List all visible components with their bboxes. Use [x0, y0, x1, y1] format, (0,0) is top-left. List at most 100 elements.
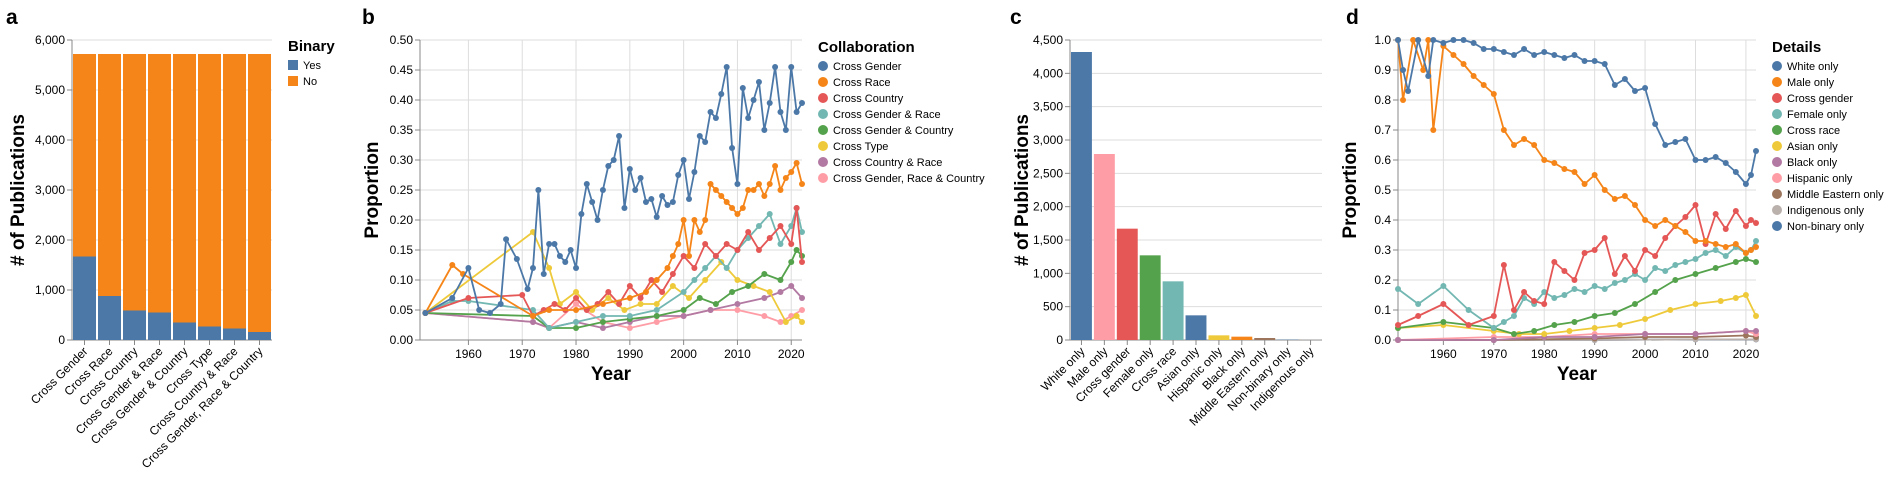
point-cross-gender-country — [788, 259, 794, 265]
point-cross-gender — [1582, 250, 1588, 256]
bar-no-cross-country-race — [223, 54, 246, 329]
point-cross-gender — [767, 100, 773, 106]
tick-label-x: 2000 — [1632, 347, 1659, 361]
point-cross-gender-race-country — [654, 319, 660, 325]
point-cross-gender-race-country — [734, 307, 740, 313]
point-cross-type — [546, 265, 552, 271]
point-male-only — [1400, 97, 1406, 103]
tick-label-y: 0 — [1056, 333, 1063, 347]
point-cross-gender — [1531, 298, 1537, 304]
point-cross-gender-race-country — [761, 313, 767, 319]
point-cross-race — [1571, 319, 1577, 325]
point-cross-gender — [611, 157, 617, 163]
point-male-only — [1703, 238, 1709, 244]
point-cross-country — [734, 247, 740, 253]
point-cross-gender — [627, 166, 633, 172]
point-white-only — [1632, 88, 1638, 94]
tick-label-y: 0.20 — [390, 213, 414, 227]
point-black-only — [1592, 334, 1598, 340]
point-cross-gender — [1632, 268, 1638, 274]
point-white-only — [1743, 181, 1749, 187]
legend-swatch-hispanic-only — [1772, 173, 1782, 183]
point-cross-gender — [1748, 217, 1754, 223]
tick-label-y: 0.0 — [1374, 333, 1391, 347]
point-female-only — [1592, 283, 1598, 289]
point-white-only — [1395, 37, 1401, 43]
bar-white-only — [1071, 52, 1092, 340]
point-black-only — [1642, 331, 1648, 337]
tick-label-y: 0.7 — [1374, 123, 1391, 137]
tick-label-x: 1970 — [509, 347, 536, 361]
point-cross-race — [643, 289, 649, 295]
point-cross-country — [799, 259, 805, 265]
point-male-only — [1662, 217, 1668, 223]
legend-swatch-indigenous-only — [1772, 205, 1782, 215]
point-cross-race — [1440, 319, 1446, 325]
point-male-only — [1471, 73, 1477, 79]
point-cross-gender — [1612, 271, 1618, 277]
point-cross-type — [654, 301, 660, 307]
point-male-only — [1551, 160, 1557, 166]
legend-label-cross-country-race: Cross Country & Race — [833, 157, 942, 169]
bar-yes-cross-gender-race-country — [248, 332, 271, 340]
point-cross-country — [788, 241, 794, 247]
point-cross-race — [1612, 310, 1618, 316]
point-cross-gender — [659, 193, 665, 199]
legend-swatch-female-only — [1772, 109, 1782, 119]
point-female-only — [1642, 277, 1648, 283]
point-male-only — [1743, 250, 1749, 256]
tick-label-x: 1980 — [1531, 347, 1558, 361]
point-cross-race — [724, 199, 730, 205]
point-cross-race — [1692, 271, 1698, 277]
tick-label-y: 2,000 — [1033, 200, 1063, 214]
point-cross-race — [1531, 328, 1537, 334]
legend-swatch-asian-only — [1772, 141, 1782, 151]
point-cross-race — [670, 253, 676, 259]
point-cross-country-race — [708, 307, 714, 313]
point-cross-type — [783, 319, 789, 325]
point-cross-country — [681, 253, 687, 259]
point-cross-gender — [745, 115, 751, 121]
y-axis-title-a: # of Publications — [8, 114, 29, 266]
point-cross-race — [1743, 256, 1749, 262]
tick-label-y: 3,000 — [1033, 133, 1063, 147]
tick-label-y: 4,500 — [1033, 33, 1063, 47]
point-cross-gender — [1743, 223, 1749, 229]
point-cross-race — [788, 169, 794, 175]
point-cross-gender — [1491, 313, 1497, 319]
point-male-only — [1632, 202, 1638, 208]
point-cross-gender — [783, 127, 789, 133]
series-line-white-only — [1398, 40, 1756, 184]
legend-title-a: Binary — [288, 38, 335, 55]
point-cross-country-race — [777, 289, 783, 295]
tick-label-y: 2,000 — [35, 233, 65, 247]
point-cross-gender — [1682, 214, 1688, 220]
point-cross-race — [718, 193, 724, 199]
panel-label-c: c — [1010, 6, 1022, 29]
legend-swatch-yes — [288, 60, 298, 70]
panel-label-b: b — [362, 6, 375, 29]
point-cross-gender-race — [691, 277, 697, 283]
point-cross-type — [670, 283, 676, 289]
tick-label-y: 4,000 — [1033, 66, 1063, 80]
point-female-only — [1491, 325, 1497, 331]
tick-label-y: 0.5 — [1374, 183, 1391, 197]
legend-label-non-binary-only: Non-binary only — [1787, 221, 1865, 233]
point-female-only — [1602, 286, 1608, 292]
point-cross-country-race — [600, 325, 606, 331]
point-cross-race — [530, 313, 536, 319]
point-cross-country — [702, 241, 708, 247]
point-white-only — [1662, 142, 1668, 148]
legend-label-cross-gender: Cross gender — [1787, 93, 1853, 105]
point-cross-race — [691, 217, 697, 223]
point-cross-gender — [708, 109, 714, 115]
tick-label-y: 0.2 — [1374, 273, 1391, 287]
point-cross-country — [465, 295, 471, 301]
point-white-only — [1551, 52, 1557, 58]
point-cross-country-race — [761, 295, 767, 301]
point-cross-gender — [1511, 307, 1517, 313]
legend-title-b: Collaboration — [818, 39, 915, 56]
point-cross-gender-country — [777, 277, 783, 283]
